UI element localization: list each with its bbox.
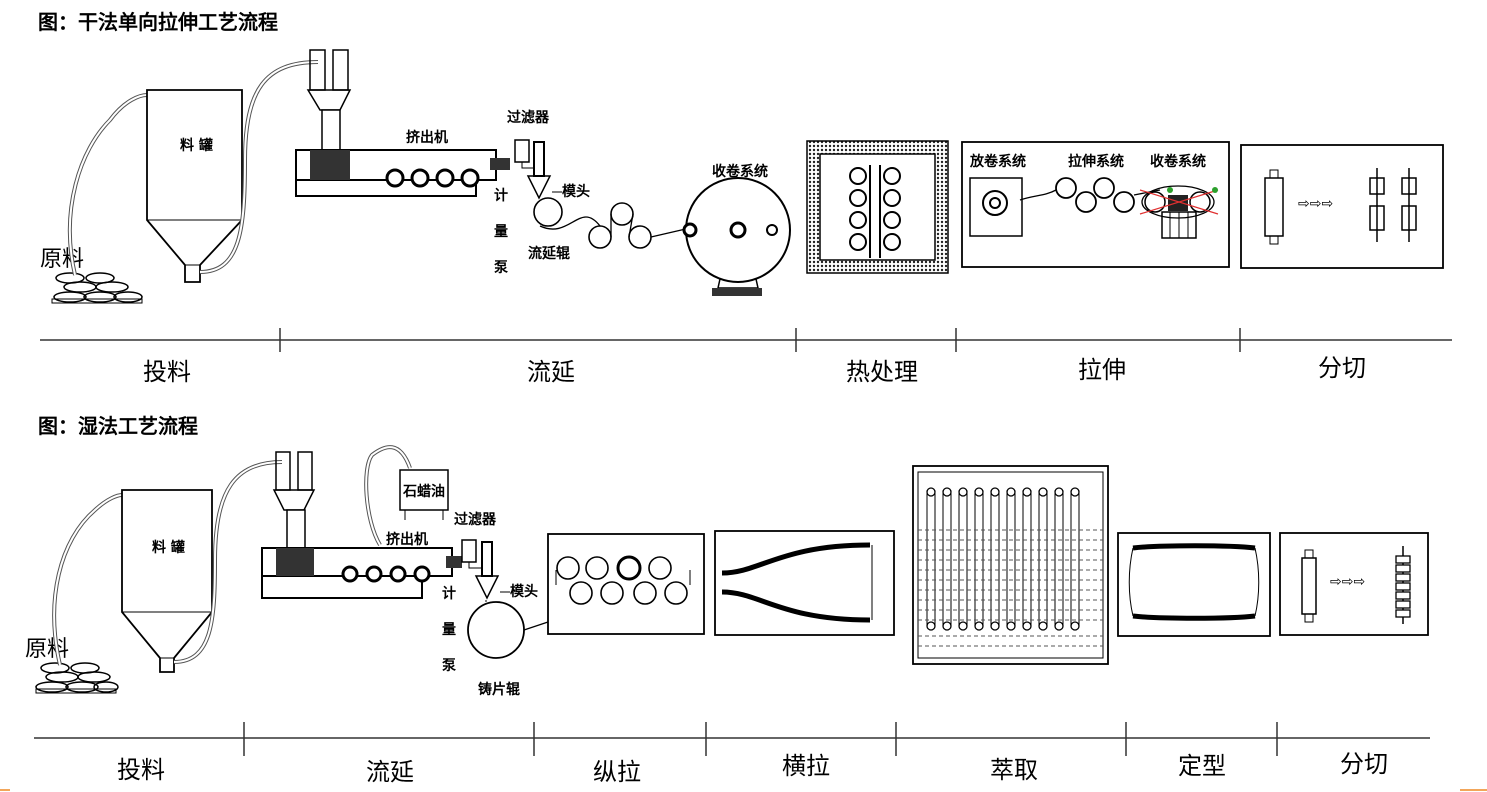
wet-raw-material	[35, 662, 119, 694]
wet-stage-feeding: 投料	[117, 756, 165, 784]
dry-stage-slitting: 分切	[1318, 354, 1366, 382]
dry-stage-heat-treatment: 热处理	[846, 358, 918, 386]
wet-pump-label-1: 计	[442, 585, 456, 602]
wet-td-stretch-unit	[714, 530, 895, 636]
wet-cast-roll-label: 铸片辊	[478, 681, 520, 698]
dry-slitting-unit: ⇨⇨⇨	[1240, 144, 1444, 269]
dry-rewind-label: 收卷系统	[1150, 153, 1206, 170]
dry-hopper-label: 料 罐	[180, 137, 213, 154]
wet-pump-label-2: 量	[442, 622, 456, 638]
svg-text:⇨⇨⇨: ⇨⇨⇨	[1298, 196, 1333, 212]
dry-cast-roll-label: 流延辊	[528, 245, 570, 262]
dry-heat-treatment-oven	[806, 140, 949, 274]
wet-raw-material-label: 原料	[25, 637, 69, 662]
dry-raw-material	[51, 272, 143, 304]
wet-extruder-label: 挤出机	[386, 531, 428, 548]
dry-unwind-label: 放卷系统	[969, 153, 1026, 170]
wet-slitting-unit: ⇨⇨⇨	[1279, 532, 1429, 636]
dry-hopper	[146, 89, 243, 283]
wet-filter-label: 过滤器	[454, 511, 497, 528]
corner-accent-left	[0, 789, 10, 791]
wet-stage-casting: 流延	[366, 758, 414, 786]
wet-timeline	[34, 722, 1430, 756]
dry-process-title: 图：干法单向拉伸工艺流程	[38, 10, 278, 34]
dry-pump-label-1: 计	[494, 187, 508, 204]
wet-stage-extraction: 萃取	[990, 756, 1038, 784]
wet-stage-td-stretch: 横拉	[782, 752, 830, 780]
dry-extruder-label: 挤出机	[406, 129, 448, 146]
dry-die-label: 模头	[562, 183, 590, 200]
wet-paraffin-tank	[399, 469, 449, 520]
wet-cast-roll	[467, 600, 549, 659]
wet-extraction-unit	[912, 465, 1109, 665]
dry-timeline	[40, 328, 1452, 352]
dry-raw-material-label: 原料	[40, 247, 84, 272]
svg-text:⇨⇨⇨: ⇨⇨⇨	[1330, 574, 1365, 590]
dry-winder	[682, 177, 791, 296]
dry-stage-feeding: 投料	[143, 358, 191, 386]
wet-hopper	[121, 489, 213, 673]
dry-winder-label: 收卷系统	[712, 163, 768, 180]
wet-stage-md-stretch: 纵拉	[593, 758, 641, 786]
dry-cast-rolls	[533, 197, 691, 249]
wet-paraffin-label: 石蜡油	[402, 483, 445, 500]
wet-stage-setting: 定型	[1178, 752, 1226, 780]
corner-accent-right	[1460, 789, 1487, 791]
dry-stage-stretching: 拉伸	[1078, 356, 1126, 384]
wet-setting-unit	[1117, 532, 1271, 637]
wet-die-label: 模头	[510, 583, 538, 600]
dry-extruder	[295, 49, 510, 197]
wet-process-title: 图：湿法工艺流程	[38, 414, 198, 438]
wet-hopper-label: 料 罐	[152, 539, 185, 556]
dry-stretch-unit	[961, 141, 1230, 268]
dry-stage-casting: 流延	[527, 358, 575, 386]
dry-pump-label-3: 泵	[494, 260, 508, 276]
dry-stretch-system-label: 拉伸系统	[1068, 153, 1124, 170]
wet-extruder	[261, 451, 462, 599]
wet-stage-slitting: 分切	[1340, 750, 1388, 778]
dry-filter-label: 过滤器	[507, 109, 550, 126]
wet-pump-label-3: 泵	[442, 658, 456, 674]
wet-md-stretch-unit	[547, 533, 705, 635]
dry-pump-label-2: 量	[494, 224, 508, 240]
